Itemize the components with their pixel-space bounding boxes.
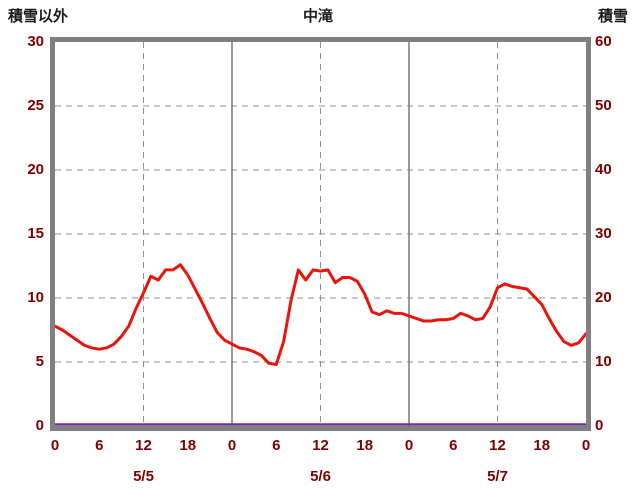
plot-area (50, 37, 591, 431)
day-label: 5/6 (310, 468, 331, 485)
x-axis-tick-label: 0 (50, 437, 60, 454)
day-label: 5/5 (133, 468, 154, 485)
x-axis-tick-label: 12 (135, 437, 152, 454)
x-axis-tick-label: 6 (272, 437, 281, 454)
x-axis-tick-label: 0 (581, 437, 591, 454)
left-axis-tick-label: 0 (35, 417, 44, 434)
right-axis-title: 積雪 (597, 8, 628, 25)
right-axis-tick-label: 0 (595, 417, 604, 434)
x-axis-tick-label: 0 (227, 437, 237, 454)
x-axis-tick-label: 18 (533, 437, 551, 454)
x-axis-tick-label: 12 (312, 437, 329, 454)
x-axis-tick-label: 12 (489, 437, 506, 454)
chart-title: 中滝 (302, 8, 333, 25)
left-axis-tick-label: 20 (27, 161, 44, 178)
x-axis-tick-label: 18 (179, 437, 197, 454)
right-axis-tick-label: 60 (595, 33, 612, 50)
x-axis-tick-label: 18 (356, 437, 374, 454)
left-axis-tick-label: 25 (27, 97, 44, 114)
left-axis-tick-label: 5 (35, 353, 44, 370)
x-axis-tick-label: 6 (449, 437, 458, 454)
left-axis-title: 積雪以外 (8, 8, 69, 25)
left-axis-tick-label: 15 (27, 225, 44, 242)
x-axis-tick-label: 0 (404, 437, 414, 454)
right-axis-tick-label: 20 (595, 289, 612, 306)
right-axis-tick-label: 50 (595, 97, 612, 114)
x-axis-tick-label: 6 (95, 437, 104, 454)
right-axis-tick-label: 10 (595, 353, 612, 370)
left-axis-tick-label: 30 (27, 33, 44, 50)
right-axis-tick-label: 40 (595, 161, 612, 178)
left-axis-tick-label: 10 (27, 289, 44, 306)
day-label: 5/7 (487, 468, 508, 485)
right-axis-tick-label: 30 (595, 225, 612, 242)
